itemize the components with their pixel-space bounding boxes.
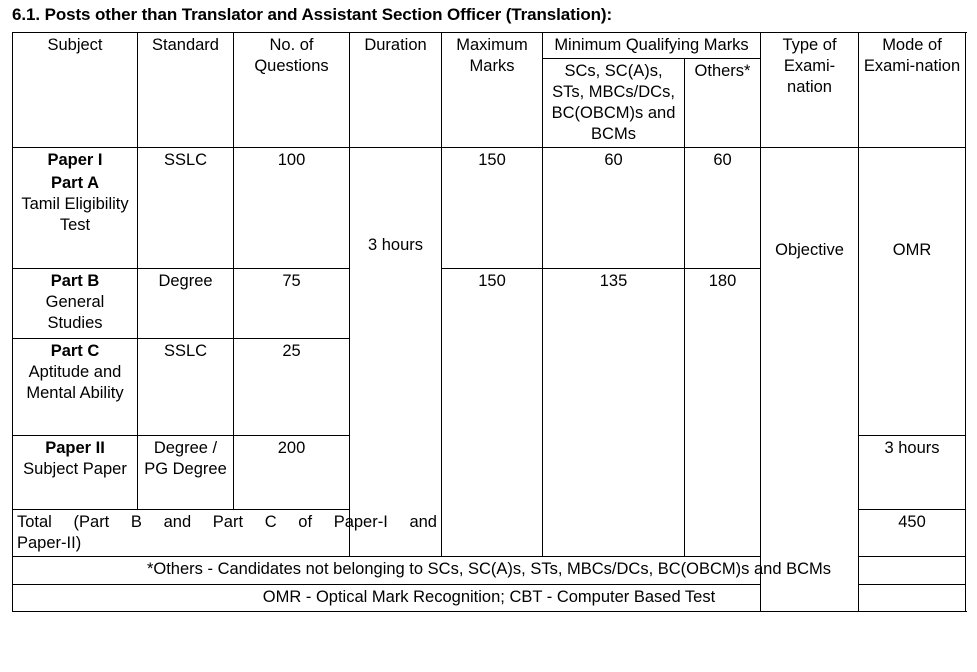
value-min-sc-part-b: 135 <box>599 271 628 290</box>
subject-part-a-desc: Tamil Eligibility Test <box>21 195 129 234</box>
value-total-max-marks: 450 <box>898 512 926 531</box>
value-min-sc-part-a: 60 <box>604 151 623 169</box>
table-header-row-secondary: SCs, SC(A)s, STs, MBCs/DCs, BC(OBCM)s an… <box>13 58 966 148</box>
cell-min-sc-part-b: 135 <box>542 267 685 557</box>
total-label-line-2: Paper-II) <box>17 533 82 552</box>
value-standard-part-a: SSLC <box>163 151 208 169</box>
value-min-others-part-a: 60 <box>713 151 732 169</box>
table-row-paper-1-label: Paper I SSLC 100 3 hours 150 60 60 Objec… <box>12 147 966 612</box>
cell-duration-paper-2: 3 hours <box>858 434 966 510</box>
subject-paper-2-bold: Paper II <box>45 438 105 457</box>
footnote-abbreviations: OMR - Optical Mark Recognition; CBT - Co… <box>12 583 966 612</box>
header-no-of-questions: No. of Questions <box>233 32 350 148</box>
header-min-marks-others: Others* <box>684 58 761 148</box>
cell-max-marks-part-a: 150 <box>441 147 543 269</box>
cell-subject-paper-2: Paper II Subject Paper <box>12 434 138 510</box>
subject-part-b-desc: General Studies <box>45 292 105 332</box>
cell-subject-part-a: Part A Tamil Eligibility Test <box>12 171 138 269</box>
cell-questions-part-b: 75 <box>233 267 350 339</box>
cell-min-others-part-b: 180 <box>684 267 761 557</box>
cell-mode-of-examination-omr: OMR <box>858 147 966 436</box>
header-minimum-qualifying-marks: Minimum Qualifying Marks <box>542 32 761 59</box>
table-row-paper-2: Paper II Subject Paper Degree / PG Degre… <box>12 434 966 510</box>
header-type-of-examination: Type of Exami-nation <box>760 32 859 148</box>
header-standard: Standard <box>137 32 234 148</box>
value-min-others-part-b: 180 <box>708 271 737 290</box>
cell-subject-part-b: Part B General Studies <box>12 267 138 339</box>
footnote-others: *Others - Candidates not belonging to SC… <box>12 555 966 585</box>
header-mode-of-examination: Mode of Exami-nation <box>858 32 966 148</box>
cell-questions-paper-2: 200 <box>233 434 350 510</box>
header-min-marks-sc-group: SCs, SC(A)s, STs, MBCs/DCs, BC(OBCM)s an… <box>542 58 685 148</box>
value-mode-omr: OMR <box>892 241 932 259</box>
cell-max-marks-part-b: 150 <box>441 267 543 557</box>
value-duration-paper-1: 3 hours <box>367 236 424 254</box>
value-type-of-examination: Objective <box>775 241 844 259</box>
header-subject: Subject <box>12 32 138 148</box>
value-max-marks-part-b: 150 <box>478 271 506 290</box>
cell-questions-part-a: 100 <box>233 147 350 268</box>
value-max-marks-part-a: 150 <box>478 151 506 169</box>
total-label-line-1: Total (Part B and Part C of Paper-I and <box>17 512 437 531</box>
value-standard-part-c: SSLC <box>163 341 208 360</box>
cell-standard-part-c: SSLC <box>137 337 234 436</box>
subject-part-c-desc: Aptitude and Mental Ability <box>26 362 124 402</box>
cell-duration-paper-1: 3 hours <box>349 147 442 557</box>
cell-total-label: Total (Part B and Part C of Paper-I and … <box>12 508 442 557</box>
value-questions-part-c: 25 <box>282 341 301 360</box>
subject-paper-2-desc: Subject Paper <box>23 459 127 478</box>
header-duration: Duration <box>349 32 442 148</box>
value-standard-part-b: Degree <box>158 271 213 290</box>
group-label-text: Paper I <box>47 151 103 169</box>
subject-part-b-bold: Part B <box>50 271 100 290</box>
cell-group-label-paper-1: Paper I <box>12 147 138 171</box>
cell-type-of-examination-objective: Objective <box>760 147 859 612</box>
value-questions-part-b: 75 <box>282 271 301 290</box>
subject-part-c-bold: Part C <box>50 341 100 360</box>
examination-scheme-table: Subject Standard No. of Questions Durati… <box>12 32 966 612</box>
subject-part-a-bold: Part A <box>51 174 99 192</box>
cell-min-sc-part-a: 60 <box>542 147 685 269</box>
cell-subject-part-c: Part C Aptitude and Mental Ability <box>12 337 138 436</box>
table-row-footnote-abbreviations: OMR - Optical Mark Recognition; CBT - Co… <box>12 583 966 612</box>
table-row-part-c: Part C Aptitude and Mental Ability SSLC … <box>12 337 966 436</box>
value-questions-part-a: 100 <box>277 151 306 169</box>
table-header-row-primary: Subject Standard No. of Questions Durati… <box>12 32 966 148</box>
table-row-footnote-others: *Others - Candidates not belonging to SC… <box>12 555 966 585</box>
cell-standard-part-a: SSLC <box>137 147 234 268</box>
cell-min-others-part-a: 60 <box>684 147 761 269</box>
cell-questions-part-c: 25 <box>233 337 350 436</box>
value-standard-paper-2: Degree / PG Degree <box>144 438 227 478</box>
cell-standard-part-b: Degree <box>137 267 234 339</box>
header-maximum-marks: Maximum Marks <box>441 32 543 148</box>
value-duration-paper-2: 3 hours <box>884 438 940 457</box>
value-questions-paper-2: 200 <box>277 438 306 457</box>
cell-standard-paper-2: Degree / PG Degree <box>137 434 234 510</box>
cell-total-max-marks: 450 <box>858 508 966 557</box>
section-heading: 6.1. Posts other than Translator and Ass… <box>12 5 613 24</box>
table-row-part-b: Part B General Studies Degree 75 150 135… <box>12 267 966 557</box>
table-row-total: Total (Part B and Part C of Paper-I and … <box>12 508 966 557</box>
